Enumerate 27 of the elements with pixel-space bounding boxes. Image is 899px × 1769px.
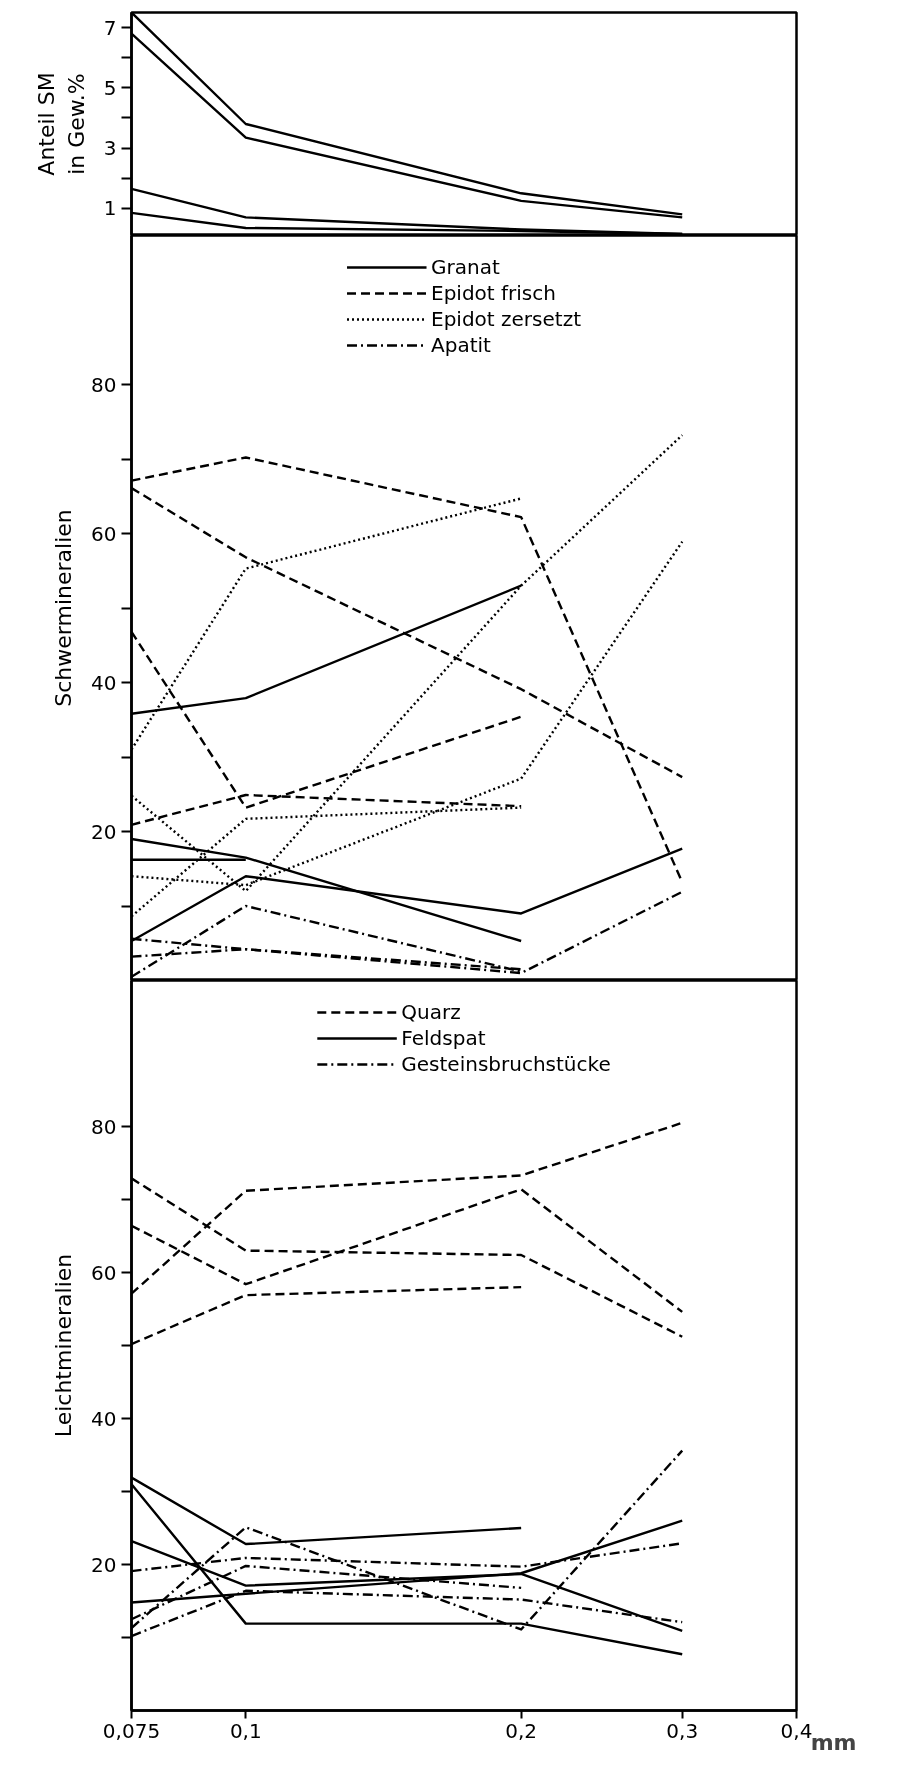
legend-label: Apatit — [431, 333, 491, 357]
legend-label: Quarz — [401, 1000, 461, 1024]
y-axis-title: Anteil SM in Gew.% — [33, 72, 89, 176]
y-tick-label: 40 — [91, 670, 117, 695]
y-tick-label: 80 — [91, 372, 117, 397]
y-axis-title: Schwermineralien — [51, 509, 77, 707]
x-tick-label: 0,075 — [102, 1718, 161, 1743]
y-tick-label: 20 — [91, 819, 117, 844]
x-tick-label: 0,2 — [505, 1718, 538, 1743]
x-tick-label: 0,3 — [666, 1718, 699, 1743]
x-tick-label: 0,4 — [780, 1718, 813, 1743]
y-tick-label: 40 — [91, 1406, 117, 1431]
y-tick-label: 60 — [91, 521, 117, 546]
y-tick-label: 80 — [91, 1114, 117, 1139]
legend-label: Gesteinsbruchstücke — [401, 1052, 611, 1076]
y-tick-label: 60 — [91, 1260, 117, 1285]
y-tick-label: 20 — [91, 1552, 117, 1577]
legend-label: Epidot frisch — [431, 281, 556, 305]
legend-label: Epidot zersetzt — [431, 307, 581, 331]
y-tick-label: 5 — [103, 75, 117, 100]
y-tick-label: 7 — [103, 15, 117, 40]
legend-label: Feldspat — [401, 1026, 486, 1050]
y-tick-label: 3 — [103, 136, 117, 161]
x-tick-label: 0,1 — [229, 1718, 262, 1743]
legend-label: Granat — [431, 255, 500, 279]
y-tick-label: 1 — [103, 196, 117, 221]
y-axis-title: Leichtmineralien — [51, 1253, 77, 1438]
